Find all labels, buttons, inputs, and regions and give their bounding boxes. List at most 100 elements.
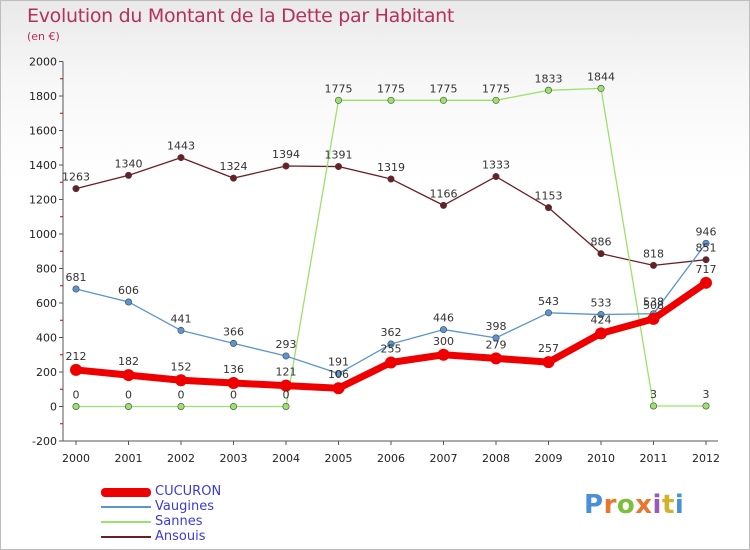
data-point-ansouis	[702, 256, 710, 264]
data-point-cucuron	[280, 379, 292, 392]
data-point-ansouis	[492, 173, 500, 181]
data-point-vaugines	[702, 239, 710, 247]
data-label-sannes: 1833	[535, 72, 563, 85]
data-label-cucuron: 152	[171, 360, 192, 373]
data-label-sannes: 1844	[587, 70, 615, 83]
data-label-ansouis: 1391	[325, 149, 353, 162]
data-point-cucuron	[700, 276, 712, 289]
data-point-ansouis	[597, 250, 605, 258]
data-label-sannes: 3	[650, 388, 657, 401]
proxiti-logo: Proxiti	[584, 490, 684, 520]
logo-letter: t	[661, 490, 675, 520]
data-label-sannes: 1775	[482, 82, 510, 95]
data-point-sannes	[230, 402, 238, 410]
legend-item-cucuron: CUCURON	[101, 484, 321, 502]
data-point-ansouis	[439, 201, 447, 209]
data-point-cucuron	[122, 369, 135, 382]
x-tick-label: 2012	[692, 452, 720, 465]
y-tick-label: 200	[36, 366, 57, 379]
data-label-sannes: 0	[283, 389, 290, 402]
y-tick-label: 800	[36, 263, 57, 276]
legend-label-ansouis: Ansouis	[155, 529, 206, 544]
data-point-vaugines	[597, 311, 605, 319]
data-label-cucuron: 121	[276, 366, 297, 379]
data-point-cucuron	[437, 348, 450, 361]
logo-letter: i	[674, 490, 685, 520]
legend-item-vaugines: Vaugines	[101, 499, 321, 517]
data-label-vaugines: 366	[223, 325, 244, 338]
data-point-ansouis	[334, 163, 342, 171]
data-point-cucuron	[227, 377, 240, 390]
y-tick-label: 1200	[29, 194, 57, 207]
y-tick-label: 2000	[29, 56, 57, 69]
data-label-sannes: 0	[125, 389, 132, 402]
data-label-ansouis: 1166	[430, 187, 458, 200]
data-label-cucuron: 136	[223, 363, 244, 376]
data-label-cucuron: 212	[66, 350, 87, 363]
data-label-sannes: 1775	[430, 82, 458, 95]
legend-label-vaugines: Vaugines	[155, 499, 214, 514]
x-tick-label: 2004	[272, 452, 300, 465]
data-label-ansouis: 1324	[220, 160, 248, 173]
y-tick-label: 1000	[29, 228, 57, 241]
logo-letter: o	[616, 490, 636, 520]
data-label-sannes: 0	[73, 389, 80, 402]
data-label-cucuron: 424	[591, 313, 612, 326]
data-point-vaugines	[230, 339, 238, 347]
data-label-vaugines: 681	[66, 271, 87, 284]
legend-swatch-sannes	[101, 521, 151, 523]
data-label-vaugines: 191	[328, 356, 349, 369]
legend-item-ansouis: Ansouis	[101, 529, 321, 547]
data-label-cucuron: 300	[433, 335, 454, 348]
data-point-vaugines	[282, 352, 290, 360]
data-point-sannes	[649, 402, 657, 410]
y-tick-label: 1800	[29, 90, 57, 103]
data-point-sannes	[282, 402, 290, 410]
data-point-sannes	[72, 402, 80, 410]
data-point-cucuron	[70, 363, 82, 376]
x-tick-label: 2003	[220, 452, 248, 465]
data-label-cucuron: 279	[486, 338, 507, 351]
logo-letter: r	[603, 490, 617, 520]
chart-title: Evolution du Montant de la Dette par Hab…	[27, 5, 455, 27]
data-label-ansouis: 1394	[272, 148, 300, 161]
x-tick-label: 2001	[115, 452, 143, 465]
data-point-sannes	[125, 402, 133, 410]
data-label-vaugines: 362	[381, 326, 402, 339]
data-label-vaugines: 606	[118, 284, 139, 297]
y-tick-label: 600	[36, 297, 57, 310]
x-tick-label: 2010	[587, 452, 615, 465]
data-point-ansouis	[230, 174, 238, 182]
data-point-ansouis	[72, 185, 80, 193]
series-layer	[70, 84, 712, 410]
data-point-vaugines	[492, 334, 500, 342]
legend-swatch-cucuron	[101, 488, 151, 497]
data-label-sannes: 0	[178, 389, 185, 402]
data-point-ansouis	[649, 261, 657, 269]
x-tick-label: 2007	[430, 452, 458, 465]
data-label-sannes: 3	[703, 388, 710, 401]
data-point-ansouis	[282, 162, 290, 170]
legend-swatch-vaugines	[101, 506, 151, 508]
x-tick-label: 2011	[640, 452, 668, 465]
data-point-sannes	[177, 402, 185, 410]
legend-label-cucuron: CUCURON	[155, 484, 222, 499]
data-point-vaugines	[544, 309, 552, 317]
data-point-ansouis	[387, 175, 395, 183]
data-point-sannes	[334, 96, 342, 104]
chart-subtitle: (en €)	[27, 30, 60, 43]
data-point-vaugines	[177, 326, 185, 334]
x-tick-label: 2002	[167, 452, 195, 465]
data-label-cucuron: 106	[328, 368, 349, 381]
data-label-ansouis: 1153	[535, 190, 563, 203]
x-tick-label: 2005	[325, 452, 353, 465]
data-point-sannes	[544, 86, 552, 94]
data-label-vaugines: 946	[696, 225, 717, 238]
data-label-vaugines: 538	[643, 296, 664, 309]
data-label-ansouis: 1333	[482, 159, 510, 172]
data-point-vaugines	[439, 326, 447, 334]
data-label-vaugines: 398	[486, 320, 507, 333]
data-label-sannes: 0	[230, 389, 237, 402]
data-point-sannes	[387, 96, 395, 104]
data-label-sannes: 1775	[377, 82, 405, 95]
